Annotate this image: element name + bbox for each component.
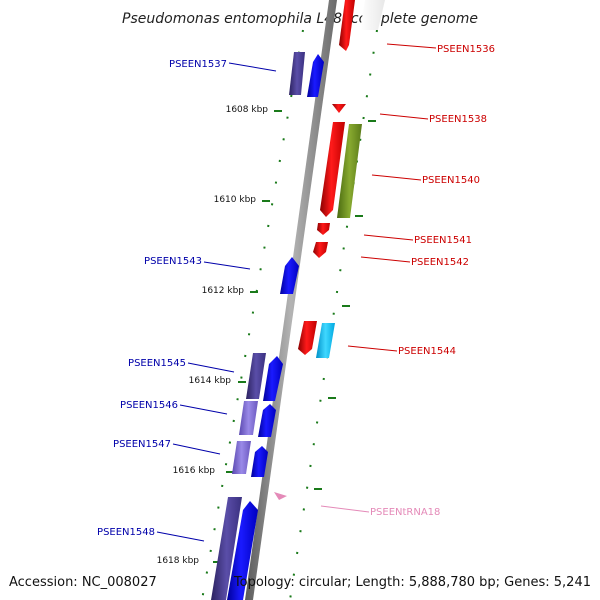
gene-feature-pseen1548-pair[interactable] xyxy=(227,501,258,600)
gene-feature-faded xyxy=(360,0,385,30)
kbp-label: 1608 kbp xyxy=(226,105,269,115)
leader-line-pseen1541 xyxy=(363,234,414,241)
gene-label-pseen1537[interactable]: PSEEN1537 xyxy=(169,59,227,70)
leader-line-pseen1538 xyxy=(379,113,429,120)
map-title: Pseudomonas entomophila L48, complete ge… xyxy=(122,11,478,27)
gene-feature-pseen1540-pair[interactable] xyxy=(337,124,362,218)
gene-label-pseen1540[interactable]: PSEEN1540 xyxy=(422,175,480,186)
kbp-label: 1610 kbp xyxy=(214,195,257,205)
gene-feature-pseen1543[interactable] xyxy=(280,257,299,294)
gene-labels: PSEEN1537 PSEEN1543 PSEEN1545 PSEEN1546 … xyxy=(97,44,495,538)
kbp-label: 1614 kbp xyxy=(189,376,232,386)
gene-feature-pseen1547[interactable] xyxy=(232,441,251,474)
outer-guide-line xyxy=(289,29,378,600)
gene-label-pseen1538[interactable]: PSEEN1538 xyxy=(429,114,487,125)
gene-label-pseen1543[interactable]: PSEEN1543 xyxy=(144,256,202,267)
gene-feature-pseen1546-pair[interactable] xyxy=(258,404,276,437)
kbp-label: 1616 kbp xyxy=(173,466,216,476)
leader-line-pseen1545 xyxy=(187,362,235,373)
leader-line-pseen1537 xyxy=(228,62,277,72)
gene-feature-pseen1540[interactable] xyxy=(320,122,345,217)
gene-label-pseen1546[interactable]: PSEEN1546 xyxy=(120,400,178,411)
gene-feature-pseen1536[interactable] xyxy=(339,0,355,51)
gene-label-pseentrna18[interactable]: PSEENtRNA18 xyxy=(370,507,440,518)
gene-feature-pseen1537[interactable] xyxy=(289,52,305,95)
leader-line-pseen1544 xyxy=(347,345,398,352)
kbp-label: 1618 kbp xyxy=(157,556,200,566)
gene-label-pseen1536[interactable]: PSEEN1536 xyxy=(437,44,495,55)
gene-feature-pseen1546[interactable] xyxy=(239,401,258,435)
leader-line-pseen1546 xyxy=(179,404,228,415)
kbp-ticks xyxy=(213,110,376,563)
leader-line-pseen1540 xyxy=(371,174,422,181)
kbp-labels: 1608 kbp 1610 kbp 1612 kbp 1614 kbp 1616… xyxy=(157,105,269,566)
gene-label-pseen1545[interactable]: PSEEN1545 xyxy=(128,358,186,369)
leader-line-pseen1536 xyxy=(386,43,437,49)
gene-feature-pseen1542[interactable] xyxy=(313,242,328,258)
gene-label-pseen1547[interactable]: PSEEN1547 xyxy=(113,439,171,450)
genome-backbone xyxy=(245,0,337,600)
gene-feature-pseen1548[interactable] xyxy=(211,497,242,600)
leader-line-pseentrna18 xyxy=(320,505,370,513)
leader-line-pseen1543 xyxy=(203,261,251,270)
gene-feature-pseentrna18[interactable] xyxy=(274,492,287,500)
gene-feature-pseen1545[interactable] xyxy=(246,353,266,399)
kbp-label: 1612 kbp xyxy=(202,286,245,296)
gene-label-pseen1544[interactable]: PSEEN1544 xyxy=(398,346,456,357)
accession-text: Accession: NC_008027 xyxy=(9,575,157,590)
leader-line-pseen1547 xyxy=(172,443,221,455)
gene-label-pseen1548[interactable]: PSEEN1548 xyxy=(97,527,155,538)
leader-lines xyxy=(156,43,437,542)
leader-line-pseen1542 xyxy=(360,256,411,263)
gene-feature-pseen1544[interactable] xyxy=(298,321,317,355)
gene-feature-pseen1544-pair[interactable] xyxy=(316,323,335,358)
gene-feature-pseen1545-pair[interactable] xyxy=(263,356,283,401)
gene-feature-pseen1547-pair[interactable] xyxy=(251,446,268,477)
gene-feature-pseen1541[interactable] xyxy=(317,223,330,235)
gene-features xyxy=(211,0,385,600)
gene-feature-pseen1538[interactable] xyxy=(332,104,346,113)
gene-label-pseen1542[interactable]: PSEEN1542 xyxy=(411,257,469,268)
gene-feature-pseen1537-pair[interactable] xyxy=(307,54,324,97)
topology-text: Topology: circular; Length: 5,888,780 bp… xyxy=(233,575,591,590)
gene-label-pseen1541[interactable]: PSEEN1541 xyxy=(414,235,472,246)
leader-line-pseen1548 xyxy=(156,531,205,542)
